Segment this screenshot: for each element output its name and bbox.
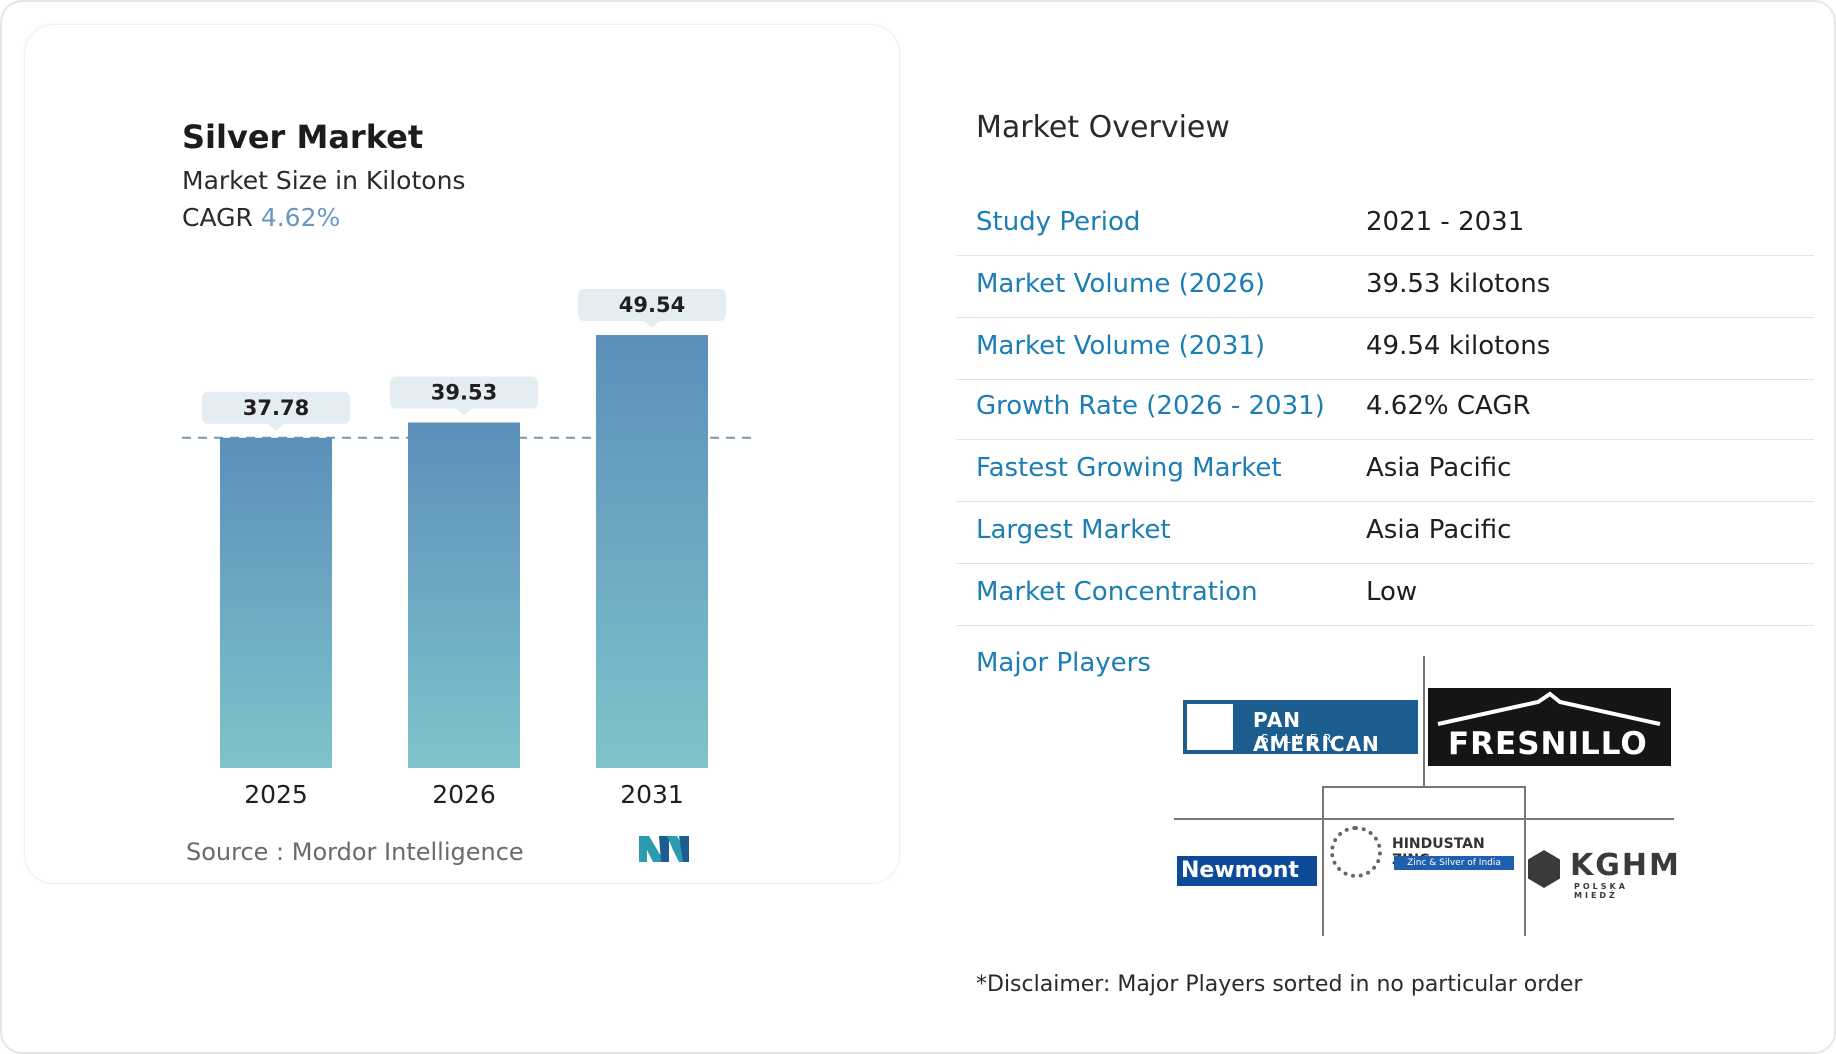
overview-value: 4.62% CAGR	[1366, 391, 1531, 421]
pan-american-logo-text: PAN AMERICAN	[1253, 708, 1380, 756]
overview-row: Growth Rate (2026 - 2031) 4.62% CAGR	[956, 377, 1814, 440]
overview-row: Study Period 2021 - 2031	[956, 193, 1814, 256]
fresnillo-logo: FRESNILLO	[1428, 688, 1671, 766]
data-label-box	[390, 376, 538, 409]
overview-value: 2021 - 2031	[1366, 207, 1525, 237]
bar	[596, 335, 708, 768]
bar	[408, 422, 520, 768]
pan-american-silver-logo: PAN AMERICAN SILVER	[1183, 700, 1418, 756]
hindustan-zinc-logo-tagline: Zinc & Silver of India	[1394, 856, 1514, 870]
overview-label: Study Period	[976, 207, 1141, 237]
overview-row: Market Concentration Low	[956, 563, 1814, 626]
kghm-logo-text: KGHM	[1570, 848, 1681, 883]
data-label-pointer	[644, 321, 660, 328]
overview-row: Market Volume (2031) 49.54 kilotons	[956, 317, 1814, 380]
fresnillo-mountain-icon	[1437, 691, 1661, 726]
source-text: Source : Mordor Intelligence	[186, 838, 524, 866]
kghm-logo: KGHM POLSKA MIEDŹ	[1528, 848, 1679, 900]
overview-row: Market Volume (2026) 39.53 kilotons	[956, 255, 1814, 318]
overview-value: 49.54 kilotons	[1366, 331, 1551, 361]
overview-label: Market Volume (2031)	[976, 331, 1266, 361]
overview-label: Market Volume (2026)	[976, 269, 1266, 299]
cagr-line: CAGR 4.62%	[182, 203, 340, 232]
divider	[1174, 818, 1674, 820]
cagr-value: 4.62%	[260, 203, 341, 232]
overview-value: Low	[1366, 577, 1418, 607]
x-tick-label: 2026	[432, 780, 496, 809]
data-label: 49.54	[619, 293, 685, 317]
overview-label: Largest Market	[976, 515, 1171, 545]
x-tick-label: 2025	[244, 780, 308, 809]
divider	[1423, 656, 1425, 786]
overview-title: Market Overview	[976, 110, 1230, 145]
hindustan-zinc-emblem-icon	[1330, 826, 1382, 878]
divider	[1322, 786, 1324, 936]
newmont-logo-text: Newmont	[1181, 858, 1299, 883]
chart-subtitle: Market Size in Kilotons	[182, 166, 466, 195]
x-tick-label: 2031	[620, 780, 684, 809]
newmont-logo: Newmont	[1177, 856, 1317, 886]
divider	[1524, 786, 1526, 936]
pan-american-mark-icon	[1187, 704, 1233, 750]
pan-american-logo-subtext: SILVER	[1261, 732, 1338, 746]
hindustan-zinc-logo: HINDUSTAN ZINC Zinc & Silver of India	[1330, 822, 1520, 882]
kghm-logo-subtext: POLSKA MIEDŹ	[1574, 882, 1628, 900]
overview-value: Asia Pacific	[1366, 453, 1512, 483]
data-label-box	[578, 289, 726, 321]
bar	[220, 437, 332, 768]
mordor-logo-icon	[639, 836, 689, 862]
kghm-hexagon-icon	[1528, 850, 1560, 888]
overview-label: Fastest Growing Market	[976, 453, 1282, 483]
overview-label: Growth Rate (2026 - 2031)	[976, 391, 1325, 421]
overview-row: Largest Market Asia Pacific	[956, 501, 1814, 564]
major-players-title: Major Players	[976, 648, 1151, 678]
overview-value: Asia Pacific	[1366, 515, 1512, 545]
overview-row: Fastest Growing Market Asia Pacific	[956, 439, 1814, 502]
data-label-box	[202, 391, 350, 424]
overview-value: 39.53 kilotons	[1366, 269, 1551, 299]
data-label: 39.53	[431, 380, 497, 404]
fresnillo-logo-text: FRESNILLO	[1448, 726, 1648, 762]
data-label-pointer	[456, 408, 472, 416]
divider	[1322, 786, 1526, 788]
chart-title: Silver Market	[182, 118, 424, 156]
disclaimer: *Disclaimer: Major Players sorted in no …	[976, 972, 1583, 997]
data-label-pointer	[268, 423, 284, 431]
data-label: 37.78	[243, 396, 309, 420]
bar-chart: 2025 2026 2031 37.78 39.53 49.54	[182, 289, 752, 809]
overview-label: Market Concentration	[976, 577, 1258, 607]
cagr-label: CAGR	[182, 203, 253, 232]
